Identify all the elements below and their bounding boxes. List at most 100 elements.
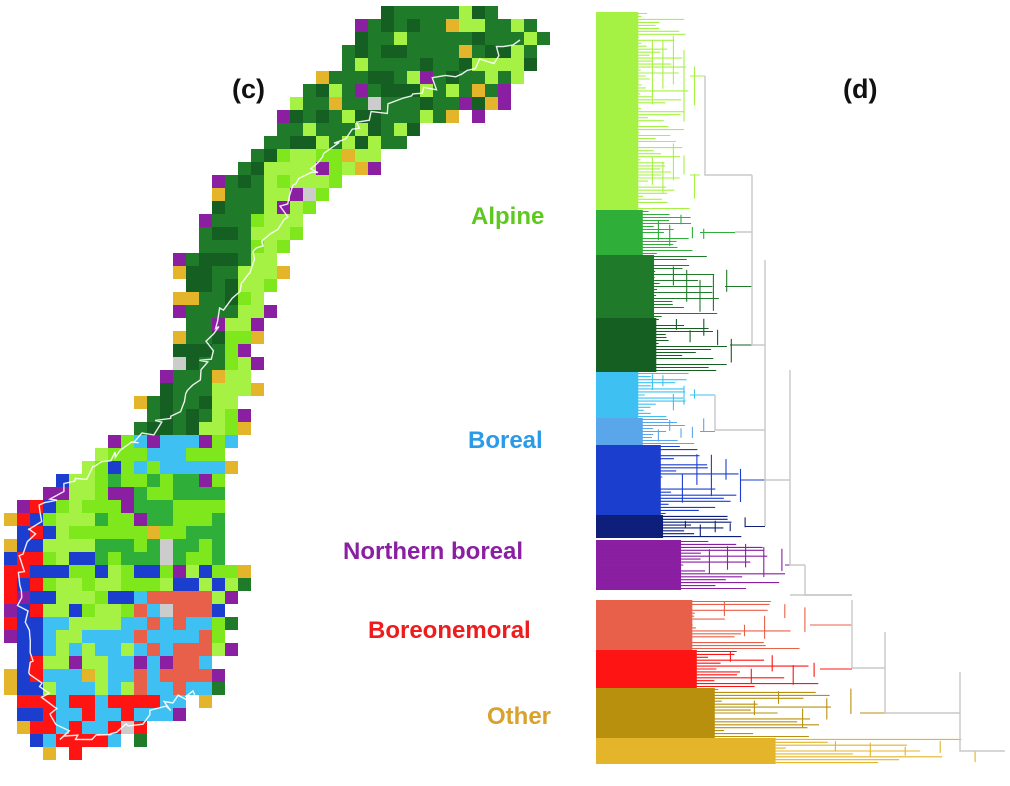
grid-cell [147, 565, 160, 578]
grid-cell [108, 461, 121, 474]
grid-cell [251, 383, 264, 396]
grid-cell [108, 617, 121, 630]
grid-cell [251, 318, 264, 331]
grid-cell [394, 45, 407, 58]
grid-cell [56, 617, 69, 630]
grid-cell [147, 539, 160, 552]
grid-cell [56, 708, 69, 721]
grid-cell [173, 500, 186, 513]
cluster-branches [596, 318, 752, 372]
grid-cell [147, 617, 160, 630]
grid-cell [459, 58, 472, 71]
grid-cell [95, 552, 108, 565]
coastline [16, 39, 521, 741]
grid-cell [238, 305, 251, 318]
grid-cell [199, 240, 212, 253]
grid-cell [121, 630, 134, 643]
grid-cell [147, 578, 160, 591]
grid-cell [108, 552, 121, 565]
grid-cell [238, 240, 251, 253]
grid-cell [277, 149, 290, 162]
grid-cell [173, 565, 186, 578]
grid-cell [238, 253, 251, 266]
grid-cell [43, 630, 56, 643]
grid-cell [498, 97, 511, 110]
grid-cell [56, 669, 69, 682]
cluster-leaf-block [596, 318, 657, 372]
grid-cell [290, 123, 303, 136]
grid-cell [394, 123, 407, 136]
grid-cell [82, 604, 95, 617]
grid-cell [173, 474, 186, 487]
grid-cell [277, 136, 290, 149]
grid-cell [420, 58, 433, 71]
dendrogram-join [789, 370, 805, 566]
grid-cell [160, 591, 173, 604]
grid-cell [264, 188, 277, 201]
grid-cell [134, 461, 147, 474]
grid-cell [95, 617, 108, 630]
grid-cell [56, 539, 69, 552]
grid-cell [264, 214, 277, 227]
grid-cell [69, 565, 82, 578]
grid-cell [381, 123, 394, 136]
zone-label-northern-boreal: Northern boreal [343, 538, 524, 565]
grid-cell [212, 461, 225, 474]
grid-cell [342, 162, 355, 175]
grid-cell [186, 682, 199, 695]
cluster-branches [596, 515, 765, 538]
grid-cell [381, 84, 394, 97]
grid-cell [238, 357, 251, 370]
grid-cell [160, 682, 173, 695]
grid-cell [303, 136, 316, 149]
grid-cell [186, 370, 199, 383]
grid-cell [199, 396, 212, 409]
grid-cell [17, 708, 30, 721]
grid-cell [134, 422, 147, 435]
grid-cell [212, 279, 225, 292]
grid-cell [121, 617, 134, 630]
grid-cell [82, 617, 95, 630]
grid-cell [355, 97, 368, 110]
grid-cell [108, 565, 121, 578]
grid-cell [212, 552, 225, 565]
grid-cell [95, 539, 108, 552]
grid-cell [199, 539, 212, 552]
grid-cell [30, 552, 43, 565]
grid-cell [199, 461, 212, 474]
grid-cell [225, 305, 238, 318]
grid-cell [238, 201, 251, 214]
grid-cell [199, 617, 212, 630]
grid-cell [186, 422, 199, 435]
grid-cell [186, 474, 199, 487]
grid-cell [212, 318, 225, 331]
grid-cell [290, 201, 303, 214]
grid-cell [69, 591, 82, 604]
grid-cell [147, 630, 160, 643]
grid-cell [212, 383, 225, 396]
grid-cell [342, 123, 355, 136]
grid-cell [43, 747, 56, 760]
grid-cell [394, 136, 407, 149]
grid-cell [225, 357, 238, 370]
grid-cell [316, 110, 329, 123]
grid-cell [30, 500, 43, 513]
grid-cell [108, 500, 121, 513]
grid-cell [212, 565, 225, 578]
grid-cell [199, 682, 212, 695]
grid-cell [355, 149, 368, 162]
grid-cell [82, 708, 95, 721]
grid-cell [186, 513, 199, 526]
grid-cell [459, 32, 472, 45]
grid-cell [225, 331, 238, 344]
grid-cell [407, 45, 420, 58]
grid-cell [277, 123, 290, 136]
grid-cell [173, 617, 186, 630]
grid-cell [212, 474, 225, 487]
grid-cell [420, 97, 433, 110]
grid-cell [121, 682, 134, 695]
grid-cell [160, 643, 173, 656]
grid-cell [355, 136, 368, 149]
grid-cell [82, 500, 95, 513]
grid-cell [160, 539, 173, 552]
